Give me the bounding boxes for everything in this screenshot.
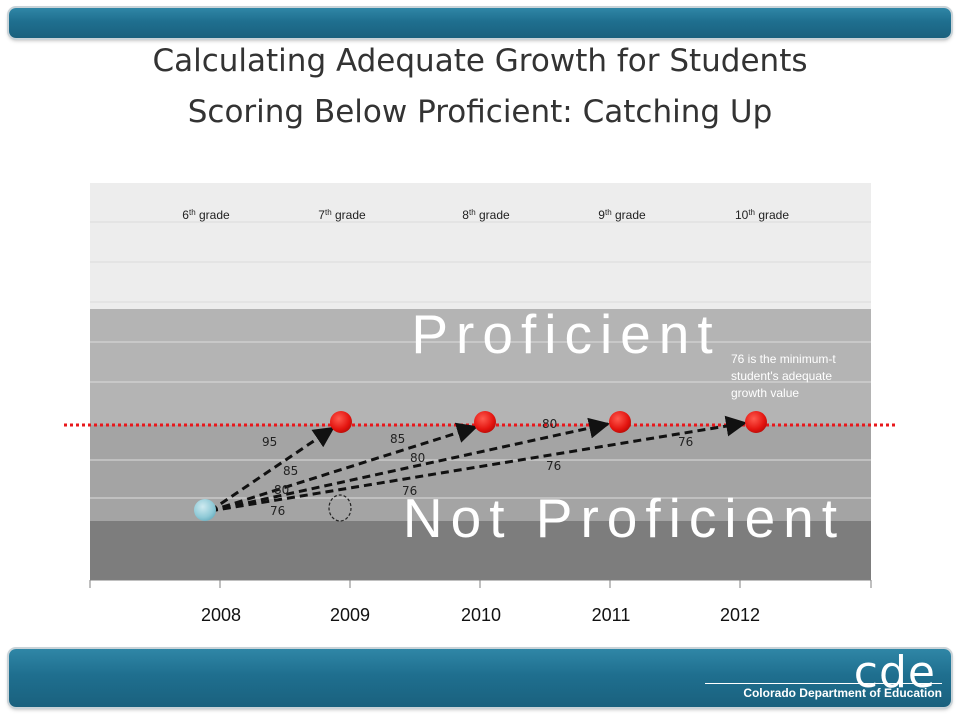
annotation-text: 76 is the minimum-t [731,352,836,366]
slide-title-line-1: Calculating Adequate Growth for Students [152,43,808,79]
target-dot-2012 [745,411,767,433]
target-dot-2010 [474,411,496,433]
target-dot-2009 [330,411,352,433]
year-label: 2008 [201,605,241,625]
year-label: 2012 [720,605,760,625]
growth-label: 76 [678,435,693,449]
grade-label: 8th grade [462,208,510,222]
growth-arrow [209,426,335,513]
footer-banner [9,649,951,707]
not-proficient-label: Not Proficient [403,487,845,549]
cde-logo-mark: cde [853,647,936,698]
growth-label: 80 [410,451,425,465]
not-proficient-band [90,425,871,521]
grade-label: 7th grade [318,208,366,222]
target-dot-2011 [609,411,631,433]
grade-label: 9th grade [598,208,646,222]
grade-band [90,183,871,309]
logo-divider [705,683,942,684]
x-axis-ticks [89,580,872,588]
top-banner [9,8,951,38]
proficient-band [90,309,871,425]
year-label: 2011 [592,605,631,625]
growth-label: 80 [274,483,289,497]
proficient-label: Proficient [411,303,720,365]
grade-label: 10th grade [735,208,789,222]
cde-logo-name: Colorado Department of Education [743,686,942,700]
growth-label: 76 [402,484,417,498]
lowest-band [90,521,871,580]
slide-title-line-2: Scoring Below Proficient: Catching Up [187,94,773,130]
growth-label: 85 [283,464,298,478]
annotation-text: student's adequate [731,369,832,383]
growth-label: 95 [262,435,277,449]
projected-score-outline [328,494,352,522]
start-score-dot [194,499,216,521]
growth-label: 76 [270,504,285,518]
growth-label: 80 [542,417,557,431]
year-label: 2009 [330,605,370,625]
growth-arrows [209,415,748,513]
growth-label: 76 [546,459,561,473]
annotation-text: growth value [731,386,799,400]
grade-label: 6th grade [182,208,230,222]
growth-arrow [209,417,611,513]
year-label: 2010 [461,605,501,625]
gridlines [90,221,871,499]
growth-arrow [209,422,479,513]
growth-label: 85 [390,432,405,446]
